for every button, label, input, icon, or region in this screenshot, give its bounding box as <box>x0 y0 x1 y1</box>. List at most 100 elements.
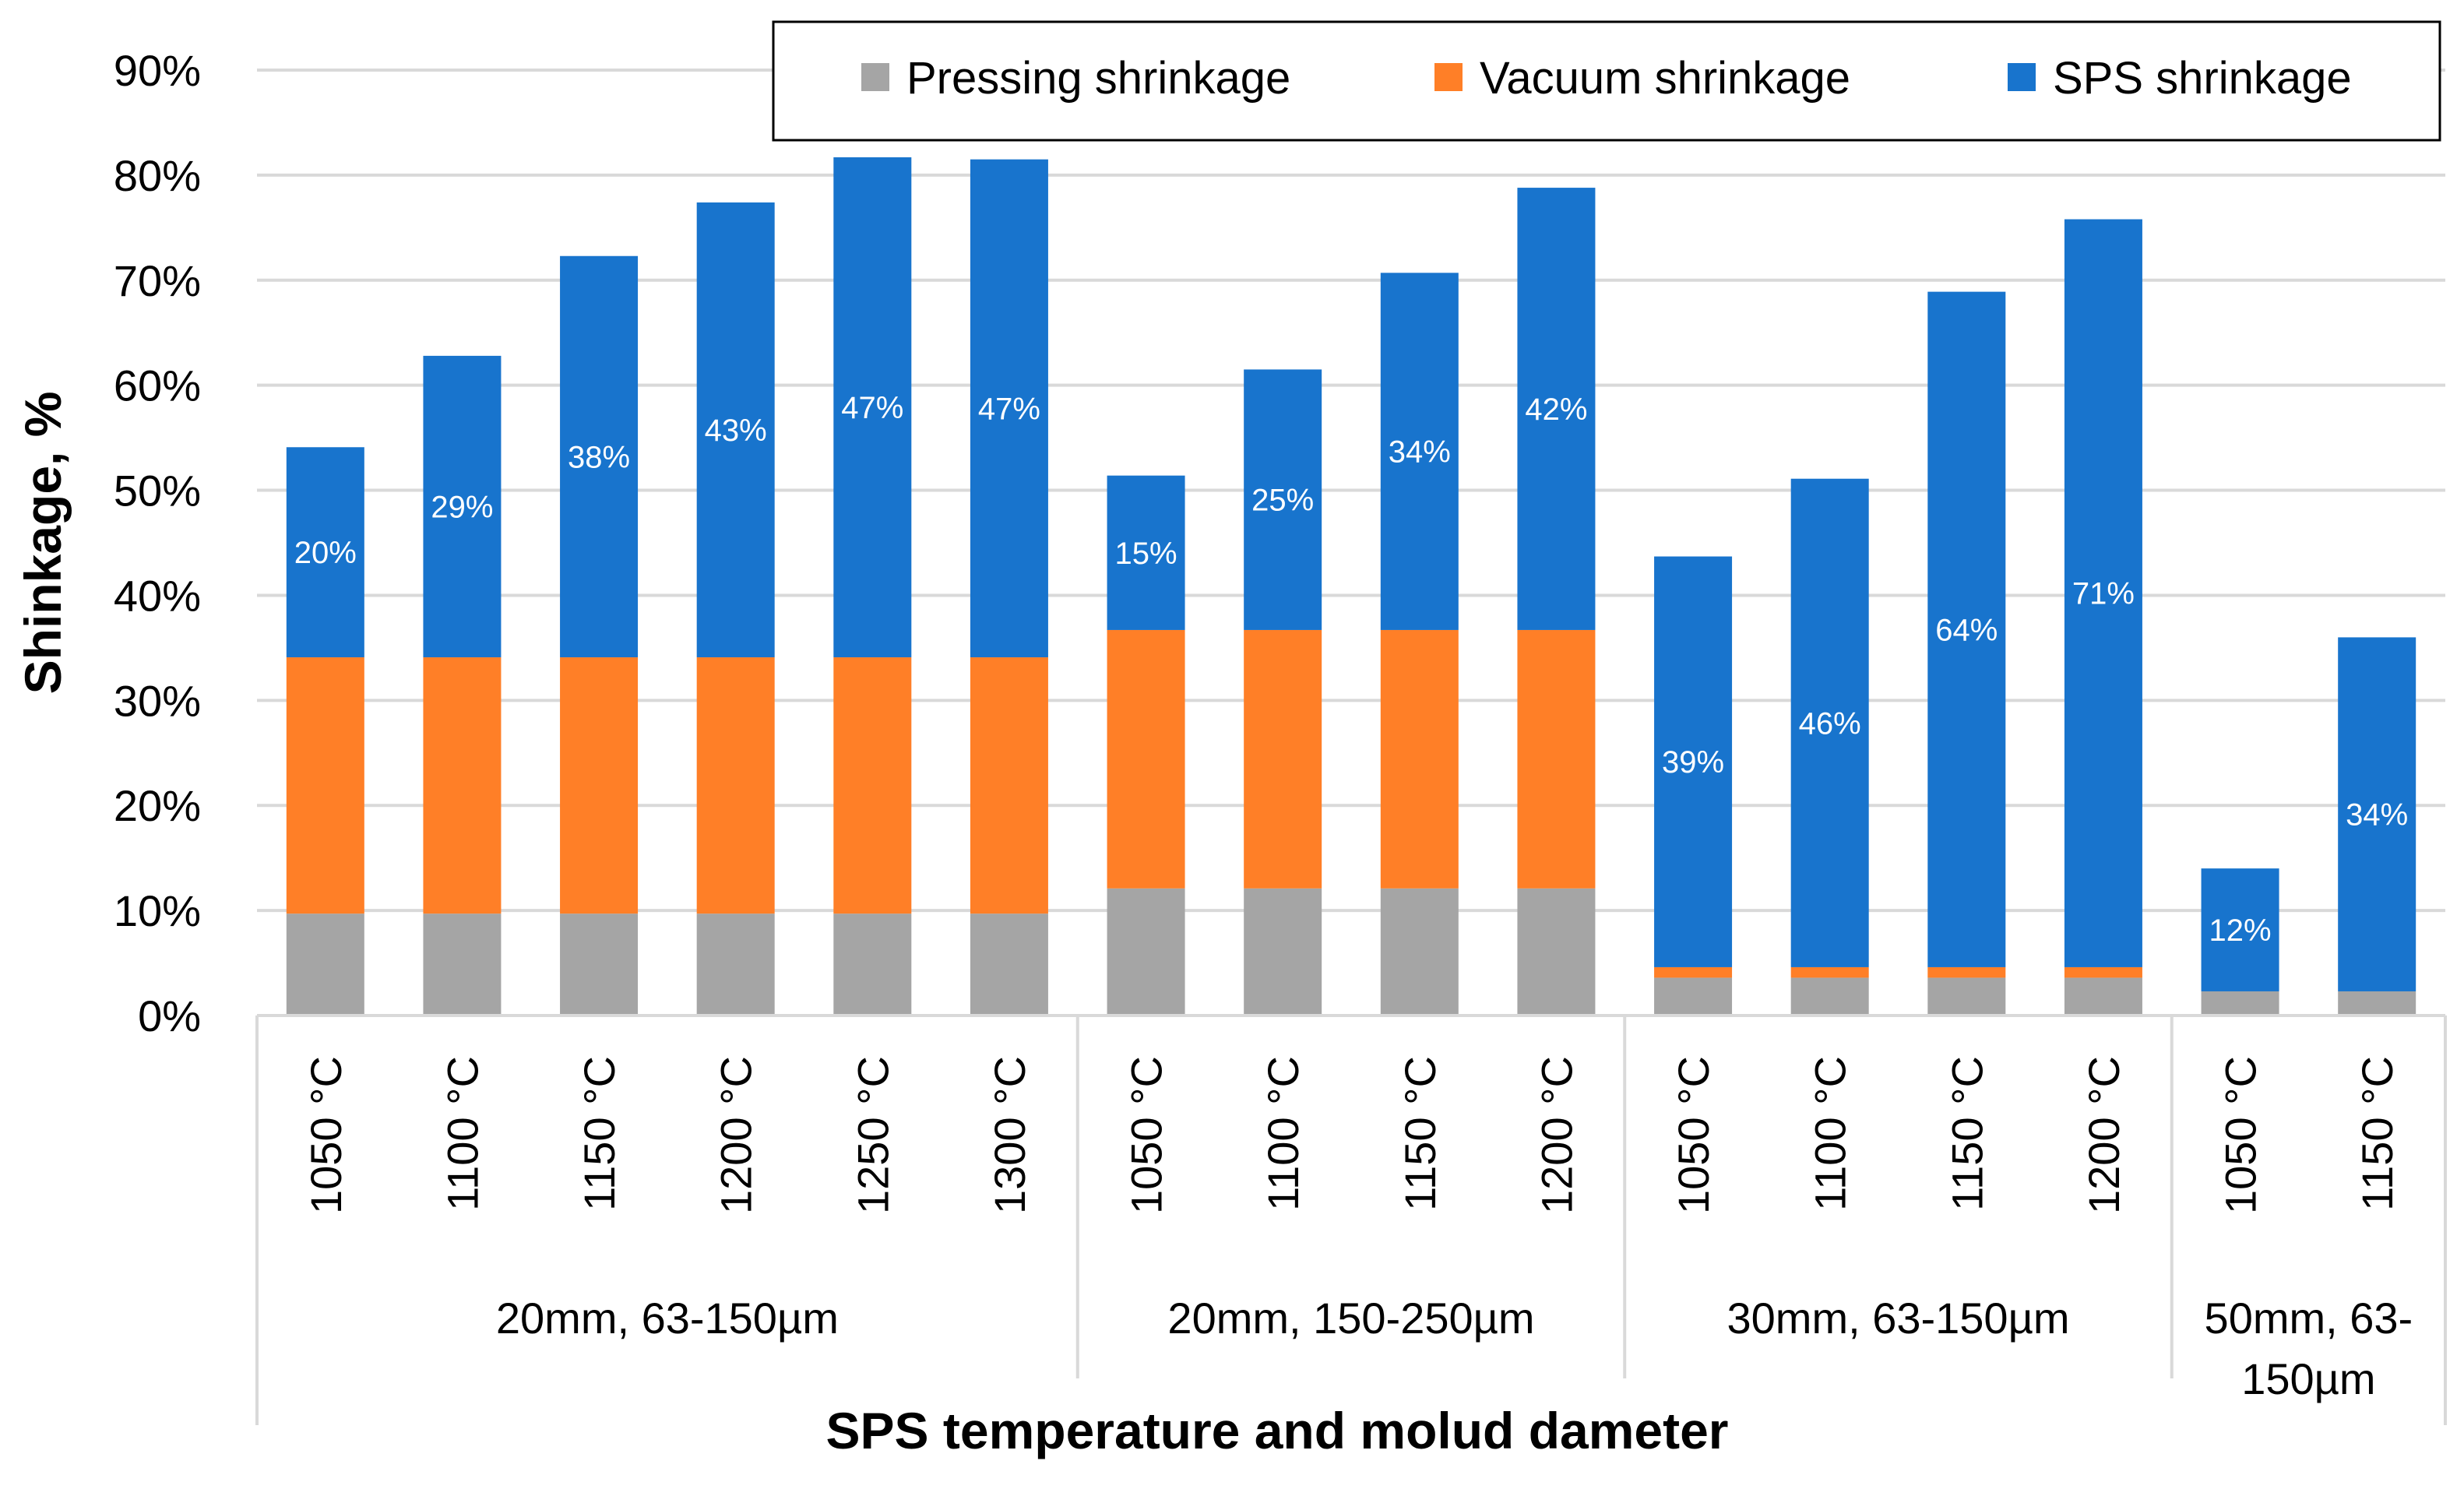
y-tick-label: 30% <box>114 676 201 725</box>
data-label: 29% <box>431 490 493 524</box>
x-tick-label: 1150 °C <box>1396 1056 1445 1211</box>
bar-segment-vacuum-shrinkage <box>833 657 912 914</box>
x-axis: 1050 °C 1100 °C 1150 °C 1200 °C 1250 °C 1300 … <box>255 1014 2447 1425</box>
bar-segment-pressing-shrinkage <box>1380 888 1459 1016</box>
x-tick-label: 1050 °C <box>1122 1056 1171 1214</box>
x-tick-label: 1250 °C <box>848 1056 897 1214</box>
bar-segment-pressing-shrinkage <box>2064 977 2142 1016</box>
x-tick-label: 1200 °C <box>2079 1056 2128 1214</box>
bar-segment-vacuum-shrinkage <box>696 657 775 914</box>
x-tick-label: 1050 °C <box>2216 1056 2265 1214</box>
bar-segment-sps-shrinkage <box>833 157 912 658</box>
x-tick-label: 1200 °C <box>1532 1056 1581 1214</box>
bar-segment-pressing-shrinkage <box>970 913 1048 1016</box>
bar-segment-sps-shrinkage <box>2201 868 2279 991</box>
x-tick-label: 1050 °C <box>1669 1056 1718 1214</box>
bar-segment-sps-shrinkage <box>1517 188 1596 630</box>
x-tick-label: 1100 °C <box>1806 1056 1855 1211</box>
bar-segment-pressing-shrinkage <box>286 913 364 1016</box>
x-tick-label: 1150 °C <box>575 1056 624 1211</box>
bar-segment-pressing-shrinkage <box>1927 977 2006 1016</box>
bar-segment-sps-shrinkage <box>2338 637 2416 991</box>
x-tick-label: 1100 °C <box>438 1056 487 1211</box>
bar-segment-vacuum-shrinkage <box>1654 966 1733 978</box>
y-axis-title: Shinkage, % <box>14 392 72 695</box>
bar-segment-pressing-shrinkage <box>1517 888 1596 1016</box>
bar-segment-vacuum-shrinkage <box>1927 966 2006 978</box>
bar-segment-sps-shrinkage <box>1927 291 2006 967</box>
y-tick-label: 80% <box>114 151 201 200</box>
bar-segment-vacuum-shrinkage <box>970 657 1048 914</box>
y-tick-label: 0% <box>138 991 201 1040</box>
bar-segment-pressing-shrinkage <box>833 913 912 1016</box>
legend-label: Vacuum shrinkage <box>1480 53 1850 104</box>
x-axis-title: SPS temperature and molud dameter <box>826 1402 1729 1459</box>
bar-segment-sps-shrinkage <box>696 202 775 658</box>
bar-segment-vacuum-shrinkage <box>1380 629 1459 889</box>
y-tick-label: 10% <box>114 886 201 935</box>
data-label: 15% <box>1115 537 1177 571</box>
y-tick-label: 90% <box>114 46 201 95</box>
bar-segment-pressing-shrinkage <box>1654 977 1733 1016</box>
bar-segment-pressing-shrinkage <box>696 913 775 1016</box>
legend-label: SPS shrinkage <box>2053 53 2352 104</box>
data-label: 46% <box>1799 706 1861 741</box>
bar-segment-vacuum-shrinkage <box>1244 629 1322 889</box>
y-tick-label: 70% <box>114 256 201 305</box>
x-tick-label: 1300 °C <box>985 1056 1034 1214</box>
data-label: 42% <box>1525 392 1587 427</box>
bar-segment-vacuum-shrinkage <box>2064 966 2142 978</box>
legend-box <box>772 20 2441 142</box>
bar-segment-pressing-shrinkage <box>560 913 639 1016</box>
x-group-label: 20mm, 150-250µm <box>1167 1294 1534 1343</box>
data-label: 71% <box>2072 577 2135 611</box>
y-tick-label: 40% <box>114 571 201 620</box>
bar-segment-vacuum-shrinkage <box>1790 966 1869 978</box>
y-axis-tick-labels: 0% 10% 20% 30% 40% 50% 60% 70% 80% 90% <box>114 46 201 1040</box>
data-label: 43% <box>705 414 767 448</box>
data-label: 64% <box>1935 613 1998 647</box>
x-tick-label: 1150 °C <box>1942 1056 1991 1211</box>
bar-segment-pressing-shrinkage <box>1790 977 1869 1016</box>
data-label: 34% <box>2346 798 2408 833</box>
legend-swatch-sps-shrinkage <box>2008 63 2036 91</box>
bar-segment-sps-shrinkage <box>1790 478 1869 967</box>
data-label: 12% <box>2209 913 2272 948</box>
data-label: 47% <box>978 392 1040 426</box>
data-label: 34% <box>1389 435 1451 470</box>
bar-segment-vacuum-shrinkage <box>560 657 639 914</box>
bar-segment-pressing-shrinkage <box>1107 888 1185 1016</box>
bar-segment-sps-shrinkage <box>2064 219 2142 967</box>
y-tick-label: 60% <box>114 361 201 410</box>
bar-segment-sps-shrinkage <box>1244 369 1322 630</box>
bar-segment-sps-shrinkage <box>423 355 502 658</box>
data-label: 39% <box>1662 745 1724 780</box>
bar-segment-sps-shrinkage <box>1380 273 1459 630</box>
bar-segment-sps-shrinkage <box>1654 556 1733 967</box>
x-tick-label: 1200 °C <box>712 1056 761 1214</box>
bar-segment-vacuum-shrinkage <box>423 657 502 914</box>
y-tick-label: 50% <box>114 466 201 516</box>
bar-segment-pressing-shrinkage <box>2338 991 2416 1016</box>
bar-segment-sps-shrinkage <box>286 447 364 658</box>
bar-segment-vacuum-shrinkage <box>286 657 364 914</box>
bar-segment-pressing-shrinkage <box>2201 991 2279 1016</box>
data-label: 25% <box>1251 484 1314 518</box>
x-group-label: 50mm, 63-150µm <box>2205 1294 2413 1403</box>
x-group-label: 20mm, 63-150µm <box>496 1294 839 1343</box>
bar-segment-pressing-shrinkage <box>1244 888 1322 1016</box>
data-label: 20% <box>294 536 357 570</box>
bars: 20% 29% 38% 43% 47% 47% 15% 25% 34% 42% 39% 46% 64% 7… <box>286 157 2416 1016</box>
bar-segment-vacuum-shrinkage <box>1517 629 1596 889</box>
x-tick-label: 1100 °C <box>1258 1056 1308 1211</box>
x-tick-label: 1150 °C <box>2353 1056 2402 1211</box>
bar-segment-pressing-shrinkage <box>423 913 502 1016</box>
bar-segment-sps-shrinkage <box>1107 475 1185 630</box>
x-group-label: 30mm, 63-150µm <box>1727 1294 2070 1343</box>
legend-label: Pressing shrinkage <box>906 53 1290 104</box>
y-tick-label: 20% <box>114 781 201 830</box>
legend-swatch-pressing-shrinkage <box>861 63 889 91</box>
legend: Pressing shrinkage Vacuum shrinkage SPS sh… <box>772 20 2441 142</box>
bar-segment-vacuum-shrinkage <box>1107 629 1185 889</box>
